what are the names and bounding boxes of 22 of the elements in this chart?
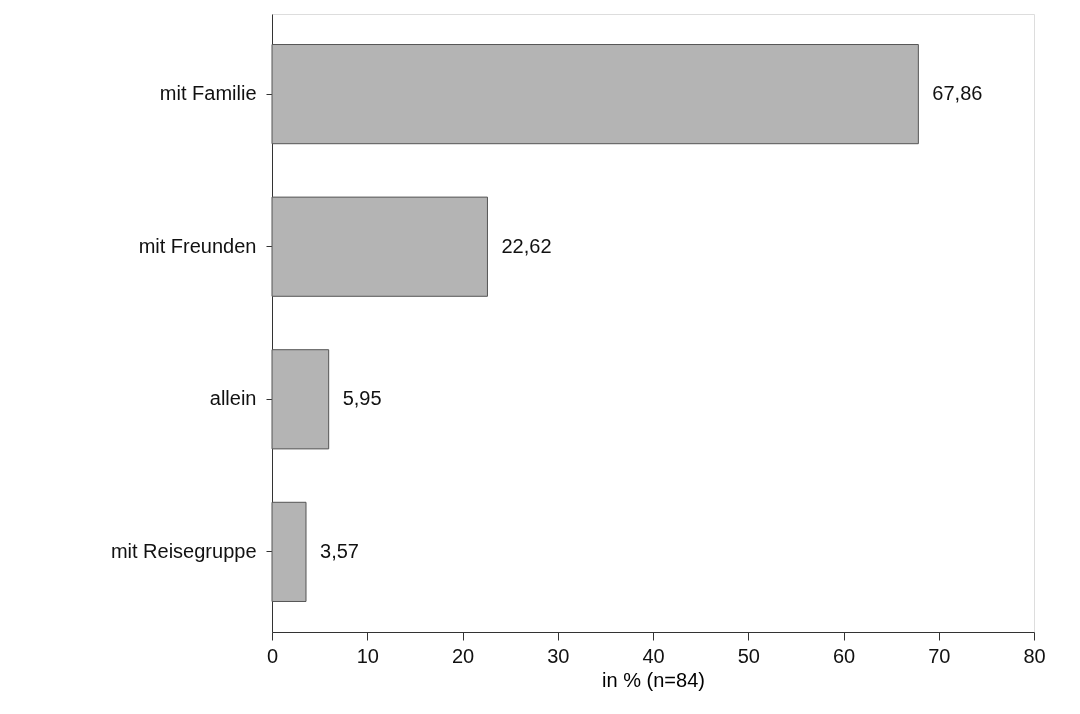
y-tick-label: mit Freunden [138, 234, 257, 257]
bar [271, 349, 330, 450]
y-tick-label: mit Familie [159, 82, 257, 105]
data-label: 67,86 [932, 82, 983, 105]
x-tick-label: 40 [642, 644, 665, 667]
x-tick-label: 80 [1023, 644, 1046, 667]
y-tick-label: mit Reisegruppe [110, 539, 257, 562]
x-axis-title: in % (n=84) [602, 668, 705, 691]
data-label: 3,57 [320, 539, 359, 562]
x-tick-label: 60 [832, 644, 856, 667]
data-label: 22,62 [501, 234, 552, 257]
data-label: 5,95 [342, 387, 382, 410]
y-tick-label: allein [209, 387, 257, 410]
x-tick-label: 0 [266, 644, 279, 667]
x-tick-label: 70 [928, 644, 951, 667]
bar [271, 196, 488, 297]
x-tick-label: 50 [737, 644, 760, 667]
bar [271, 501, 307, 602]
x-tick-label: 10 [356, 644, 379, 667]
bar [271, 44, 919, 145]
x-tick-label: 20 [451, 644, 475, 667]
x-tick-label: 30 [547, 644, 570, 667]
